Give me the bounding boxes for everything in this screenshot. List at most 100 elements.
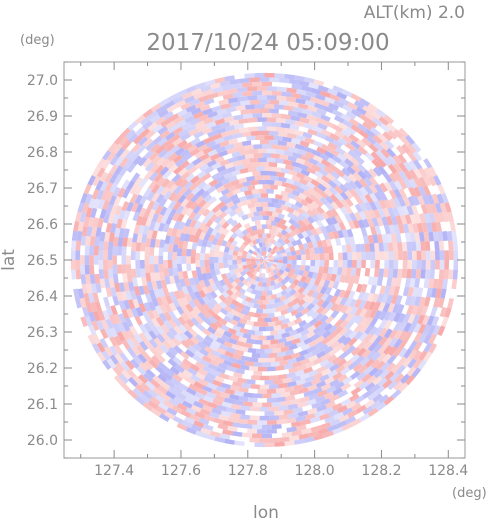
field-cell (165, 295, 173, 305)
field-cell (163, 311, 172, 322)
field-cell (428, 278, 435, 289)
field-cell (268, 215, 276, 221)
field-cell (197, 181, 207, 190)
field-cell (429, 269, 435, 279)
field-cell (226, 217, 234, 225)
field-cell (227, 425, 238, 432)
field-cell (402, 223, 410, 234)
field-cell (193, 220, 202, 230)
field-cell (261, 256, 265, 260)
field-cell (393, 321, 402, 332)
field-cell (373, 242, 380, 252)
field-cell (251, 162, 261, 168)
field-cell (273, 240, 279, 247)
field-cell (311, 297, 320, 306)
field-cell (334, 185, 344, 195)
field-cell (274, 73, 285, 79)
field-cell (154, 305, 163, 315)
field-cell (264, 135, 274, 140)
field-cell (210, 369, 221, 377)
field-cell (433, 212, 440, 223)
field-cell (219, 140, 230, 148)
field-cell (264, 255, 268, 260)
field-cell (268, 285, 275, 291)
field-cell (225, 272, 232, 279)
field-cell (159, 304, 168, 314)
field-cell (339, 274, 346, 283)
field-cell (325, 238, 333, 247)
field-cell (205, 219, 214, 228)
field-cell (172, 126, 184, 136)
field-cell (238, 247, 245, 253)
field-cell (393, 312, 402, 323)
field-cell (216, 337, 226, 345)
field-cell (324, 415, 336, 424)
field-cell (420, 305, 429, 316)
field-cell (155, 144, 166, 155)
field-cell (258, 247, 263, 252)
field-cell (195, 252, 201, 260)
field-cell (200, 266, 206, 274)
field-cell (423, 167, 433, 178)
field-cell (306, 209, 315, 218)
field-cell (199, 253, 205, 260)
field-cell (220, 273, 228, 281)
field-cell (356, 260, 362, 269)
field-cell (291, 421, 302, 428)
field-cell (157, 385, 168, 395)
field-cell (308, 354, 319, 363)
field-cell (77, 288, 85, 299)
field-cell (202, 127, 213, 135)
field-cell (269, 108, 279, 114)
field-cell (267, 202, 275, 208)
field-cell (373, 208, 381, 219)
field-cell (252, 90, 263, 96)
field-cell (203, 232, 211, 241)
field-cell (98, 269, 105, 279)
field-cell (280, 234, 288, 242)
field-cell (131, 142, 142, 153)
field-cell (238, 387, 249, 393)
field-cell (151, 201, 160, 211)
y-tick-label: 26.1 (27, 397, 58, 413)
field-cell (183, 330, 194, 340)
field-cell (103, 296, 110, 307)
field-cell (276, 242, 282, 249)
field-cell (373, 141, 384, 152)
field-cell (259, 375, 270, 381)
field-cell (126, 329, 135, 340)
field-cell (344, 297, 353, 307)
field-cell (70, 240, 77, 251)
field-cell (302, 322, 312, 331)
field-cell (201, 156, 212, 165)
field-cell (397, 242, 403, 252)
field-cell (158, 312, 168, 323)
field-cell (286, 141, 296, 148)
field-cell (141, 233, 148, 244)
field-cell (151, 297, 159, 307)
field-cell (264, 286, 270, 292)
field-cell (283, 354, 293, 361)
field-cell (441, 192, 449, 204)
field-cell (186, 226, 194, 235)
field-cell (194, 120, 206, 129)
field-cell (211, 350, 222, 358)
field-cell (248, 148, 259, 154)
field-cell (182, 141, 193, 151)
field-cell (335, 168, 346, 178)
field-cell (202, 108, 213, 116)
field-cell (426, 194, 435, 205)
field-cell (265, 263, 269, 269)
field-cell (204, 260, 210, 267)
field-cell (235, 368, 245, 375)
field-cell (259, 139, 270, 145)
field-cell (85, 235, 91, 246)
field-cell (149, 346, 160, 357)
field-cell (121, 308, 130, 319)
field-cell (229, 394, 240, 401)
field-cell (175, 305, 185, 315)
field-cell (125, 317, 134, 328)
field-cell (208, 411, 220, 419)
field-cell (276, 351, 286, 358)
field-cell (179, 331, 189, 342)
